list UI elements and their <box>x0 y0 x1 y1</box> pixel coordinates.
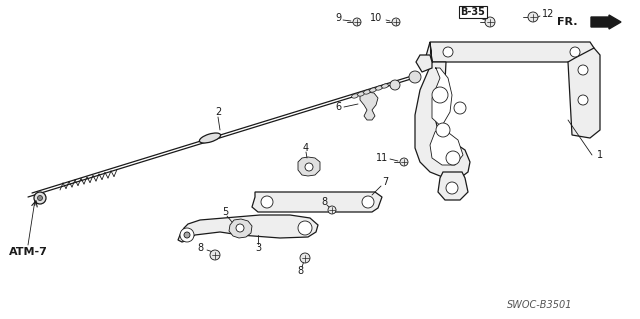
Circle shape <box>210 250 220 260</box>
Circle shape <box>390 80 400 90</box>
Circle shape <box>454 102 466 114</box>
Ellipse shape <box>369 88 376 92</box>
Text: ATM-7: ATM-7 <box>8 247 47 257</box>
Polygon shape <box>568 48 600 138</box>
Circle shape <box>528 12 538 22</box>
Circle shape <box>328 206 336 214</box>
Text: 8: 8 <box>297 266 303 276</box>
Text: 8: 8 <box>321 197 327 207</box>
Circle shape <box>353 18 361 26</box>
Circle shape <box>432 87 448 103</box>
Text: 4: 4 <box>303 143 309 153</box>
FancyArrow shape <box>591 15 621 29</box>
Circle shape <box>485 17 495 27</box>
Circle shape <box>446 182 458 194</box>
Text: 6: 6 <box>335 102 341 112</box>
Ellipse shape <box>364 90 371 94</box>
Circle shape <box>298 221 312 235</box>
Text: 7: 7 <box>382 177 388 187</box>
Circle shape <box>236 224 244 232</box>
Text: FR.: FR. <box>557 17 578 27</box>
Circle shape <box>34 192 46 204</box>
Ellipse shape <box>358 92 364 96</box>
Polygon shape <box>426 42 594 62</box>
Circle shape <box>362 196 374 208</box>
Circle shape <box>578 95 588 105</box>
Text: 12: 12 <box>542 9 554 19</box>
Text: 11: 11 <box>376 153 388 163</box>
Circle shape <box>436 123 450 137</box>
Ellipse shape <box>381 84 388 88</box>
Polygon shape <box>298 157 320 176</box>
Text: 8: 8 <box>197 243 203 253</box>
Circle shape <box>184 232 190 238</box>
Text: 10: 10 <box>370 13 382 23</box>
Circle shape <box>261 196 273 208</box>
Circle shape <box>409 71 421 83</box>
Text: B-35: B-35 <box>461 7 485 17</box>
Ellipse shape <box>200 133 221 143</box>
Polygon shape <box>178 215 318 242</box>
Text: 5: 5 <box>222 207 228 217</box>
Circle shape <box>400 158 408 166</box>
Circle shape <box>443 47 453 57</box>
Text: 2: 2 <box>215 107 221 117</box>
Text: 9: 9 <box>335 13 341 23</box>
Circle shape <box>300 253 310 263</box>
Polygon shape <box>438 172 468 200</box>
Polygon shape <box>229 219 252 238</box>
Circle shape <box>578 65 588 75</box>
Text: 1: 1 <box>597 150 603 160</box>
Circle shape <box>570 47 580 57</box>
Circle shape <box>305 163 313 171</box>
Circle shape <box>180 228 194 242</box>
Polygon shape <box>416 55 432 72</box>
Polygon shape <box>360 92 378 120</box>
Circle shape <box>38 196 42 201</box>
Text: SWOC-B3501: SWOC-B3501 <box>508 300 573 310</box>
Polygon shape <box>430 68 463 165</box>
Text: 3: 3 <box>255 243 261 253</box>
Polygon shape <box>252 192 382 212</box>
Circle shape <box>392 18 400 26</box>
Polygon shape <box>415 42 470 178</box>
Circle shape <box>446 151 460 165</box>
Ellipse shape <box>351 94 358 98</box>
Ellipse shape <box>376 86 383 90</box>
